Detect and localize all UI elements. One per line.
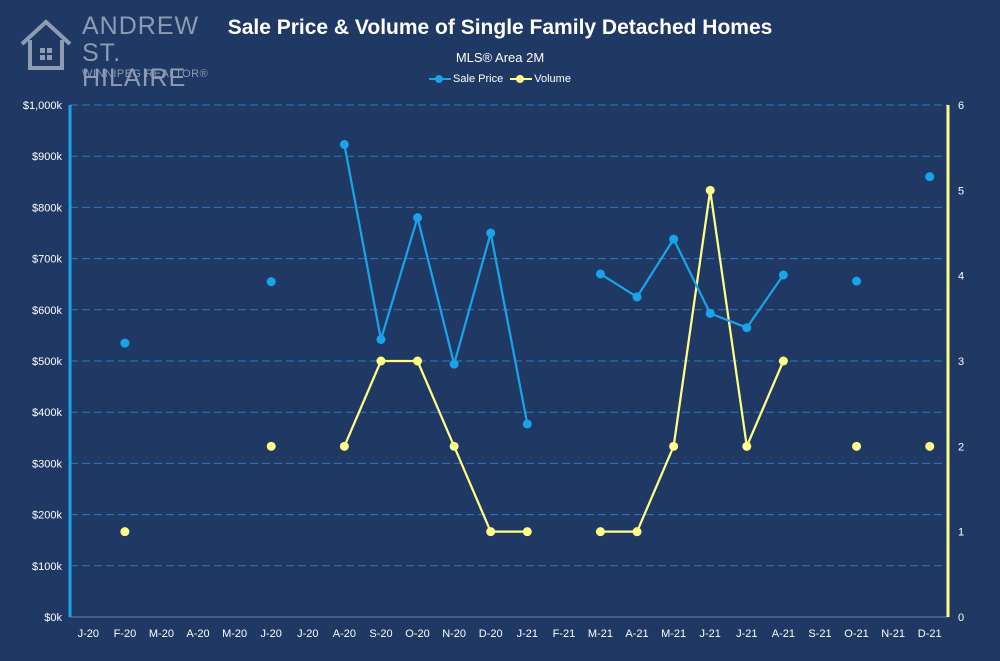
volume-point [669,441,679,451]
x-tick-label: F-21 [553,628,576,640]
x-tick-label: N-21 [881,628,905,640]
x-tick-label: F-20 [114,628,137,640]
y-left-tick-label: $200k [32,510,62,522]
y-left-tick-label: $0k [44,612,62,624]
x-tick-label: O-20 [405,628,429,640]
x-tick-label: J-21 [517,628,538,640]
x-tick-label: J-20 [261,628,282,640]
x-tick-label: A-20 [333,628,356,640]
sale-price-line [599,238,785,329]
chart-legend: Sale Price Volume [0,73,1000,87]
sale-price-point [742,323,752,333]
volume-point [705,185,715,195]
sale-price-point [486,228,496,238]
sale-price-point [778,270,788,280]
volume-point [778,356,788,366]
x-tick-label: S-21 [808,628,831,640]
y-left-tick-label: $900k [32,151,62,163]
x-tick-label: J-21 [700,628,721,640]
sale-price-point [266,277,276,287]
x-tick-label: M-21 [588,628,613,640]
legend-swatch-volume [510,74,533,84]
x-tick-label: N-20 [442,628,466,640]
y-left-tick-label: $500k [32,356,62,368]
x-tick-label: M-21 [661,628,686,640]
sale-price-line [343,144,529,425]
y-left-tick-label: $800k [32,202,62,214]
volume-point [925,441,935,451]
x-tick-label: D-21 [918,628,942,640]
y-right-tick-label: 0 [958,612,964,624]
sale-price-point [120,338,130,348]
x-tick-label: A-21 [625,628,648,640]
y-left-tick-label: $400k [32,407,62,419]
x-tick-label: S-20 [369,628,392,640]
legend-swatch-sale-price [429,74,452,84]
sale-price-point [705,308,715,318]
x-tick-label: J-20 [78,628,99,640]
sale-price-point [413,213,423,223]
sale-price-point [632,292,642,302]
y-left-tick-label: $1,000k [23,100,63,112]
y-right-tick-label: 5 [958,185,964,197]
volume-point [595,527,605,537]
volume-point [376,356,386,366]
volume-point [852,441,862,451]
x-tick-label: M-20 [222,628,247,640]
sale-price-point [449,359,459,369]
y-right-tick-label: 1 [958,527,964,539]
sale-price-point [522,419,532,429]
volume-point [486,527,496,537]
y-right-tick-label: 3 [958,356,964,368]
x-tick-label: M-20 [149,628,174,640]
y-right-tick-label: 2 [958,441,964,453]
legend-label-volume: Volume [534,73,571,85]
legend-item-volume: Volume [510,73,571,85]
y-right-tick-label: 6 [958,100,964,112]
volume-point [413,356,423,366]
sale-price-point [339,139,349,149]
volume-point [339,441,349,451]
sale-price-point [376,334,386,344]
sale-price-point [669,234,679,244]
house-icon [20,19,72,70]
logo-tagline: WINNIPEG REALTOR® [82,68,209,80]
volume-point [742,441,752,451]
y-left-tick-label: $300k [32,458,62,470]
volume-point [522,527,532,537]
sale-price-point [925,172,935,182]
y-left-tick-label: $700k [32,254,62,266]
x-tick-label: O-21 [844,628,868,640]
x-tick-label: J-20 [297,628,318,640]
volume-point [120,527,130,537]
sale-price-point [852,276,862,286]
brand-logo: ANDREW ST. HILAIRE WINNIPEG REALTOR® [18,12,218,91]
volume-point [449,441,459,451]
x-tick-label: A-21 [772,628,795,640]
x-tick-label: A-20 [186,628,209,640]
volume-line [600,189,785,533]
logo-line-1: ANDREW [82,12,200,40]
y-right-tick-label: 4 [958,271,964,283]
y-left-tick-label: $100k [32,561,62,573]
y-left-tick-label: $600k [32,305,62,317]
x-tick-label: J-21 [736,628,757,640]
volume-point [266,441,276,451]
volume-line [343,359,528,533]
sale-price-point [595,269,605,279]
legend-label-sale-price: Sale Price [453,73,504,85]
chart-title: Sale Price & Volume of Single Family Det… [227,16,773,39]
volume-point [632,527,642,537]
legend-item-sale-price: Sale Price [429,73,503,85]
chart-subtitle: MLS® Area 2M [455,50,545,65]
x-tick-label: D-20 [479,628,503,640]
logo-line-2: ST. HILAIRE [82,39,187,92]
